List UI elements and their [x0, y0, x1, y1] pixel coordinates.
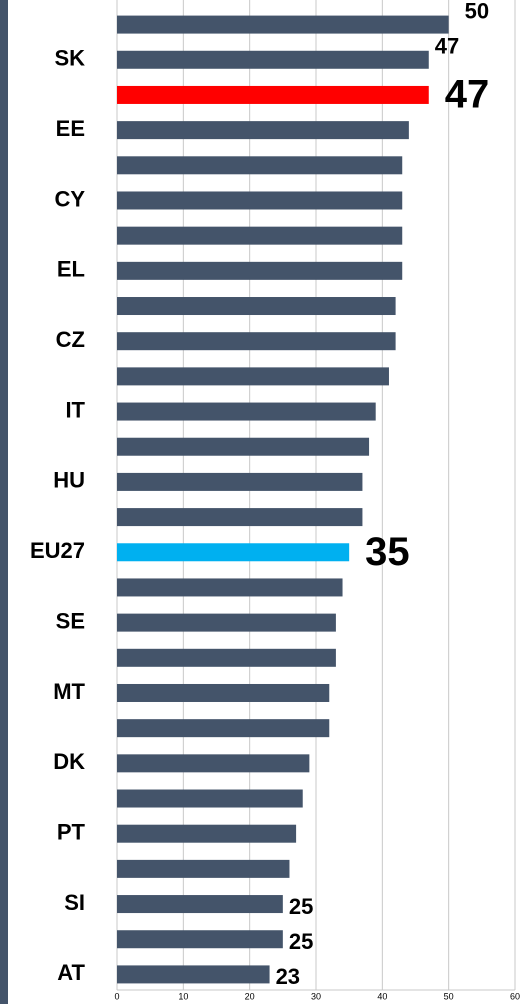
bar	[117, 261, 403, 280]
y-tick-label: SI	[64, 890, 85, 915]
y-tick-label: SK	[54, 46, 85, 71]
bar	[117, 965, 270, 984]
x-tick-label: 40	[377, 991, 387, 1001]
bar	[117, 15, 449, 34]
bar	[117, 719, 330, 738]
data-label: 50	[465, 0, 489, 23]
bar	[117, 156, 403, 175]
y-tick-label: EE	[56, 116, 85, 141]
x-tick-label: 10	[178, 991, 188, 1001]
y-tick-label: EU27	[30, 538, 85, 563]
bar	[117, 789, 303, 808]
y-tick-label: SE	[56, 608, 85, 633]
side-stripe	[0, 0, 8, 1004]
bar	[117, 754, 310, 773]
bar	[117, 367, 389, 386]
y-tick-label: CY	[54, 186, 85, 211]
y-tick-label: PT	[57, 820, 86, 845]
bar	[117, 332, 396, 351]
y-tick-label: DK	[53, 749, 85, 774]
bar	[117, 472, 363, 491]
y-tick-label: MT	[53, 679, 85, 704]
data-label: 25	[289, 894, 313, 919]
bar	[117, 191, 403, 210]
bar	[117, 508, 363, 527]
bar	[117, 895, 283, 914]
bar	[117, 648, 336, 667]
bar	[117, 121, 409, 140]
data-label: 47	[435, 34, 459, 59]
data-label: 35	[365, 530, 410, 574]
bar	[117, 402, 376, 421]
y-tick-label: HU	[53, 468, 85, 493]
x-tick-label: 60	[510, 991, 520, 1001]
bar	[117, 50, 429, 69]
bar	[117, 437, 370, 456]
bar	[117, 930, 283, 949]
data-label: 23	[276, 964, 300, 989]
bar	[117, 683, 330, 702]
x-tick-label: 20	[245, 991, 255, 1001]
y-tick-label: AT	[57, 960, 85, 985]
bar	[117, 226, 403, 245]
y-tick-label: EL	[57, 257, 85, 282]
x-tick-label: 30	[311, 991, 321, 1001]
bar	[117, 543, 350, 562]
bar	[117, 613, 336, 632]
data-label: 25	[289, 929, 313, 954]
x-tick-label: 0	[114, 991, 119, 1001]
data-label: 47	[445, 73, 490, 117]
bar	[117, 85, 429, 104]
y-tick-label: IT	[65, 397, 85, 422]
y-tick-label: CZ	[56, 327, 85, 352]
bar	[117, 297, 396, 316]
bar	[117, 578, 343, 597]
bar	[117, 824, 297, 843]
x-tick-label: 50	[444, 991, 454, 1001]
bar	[117, 859, 290, 878]
